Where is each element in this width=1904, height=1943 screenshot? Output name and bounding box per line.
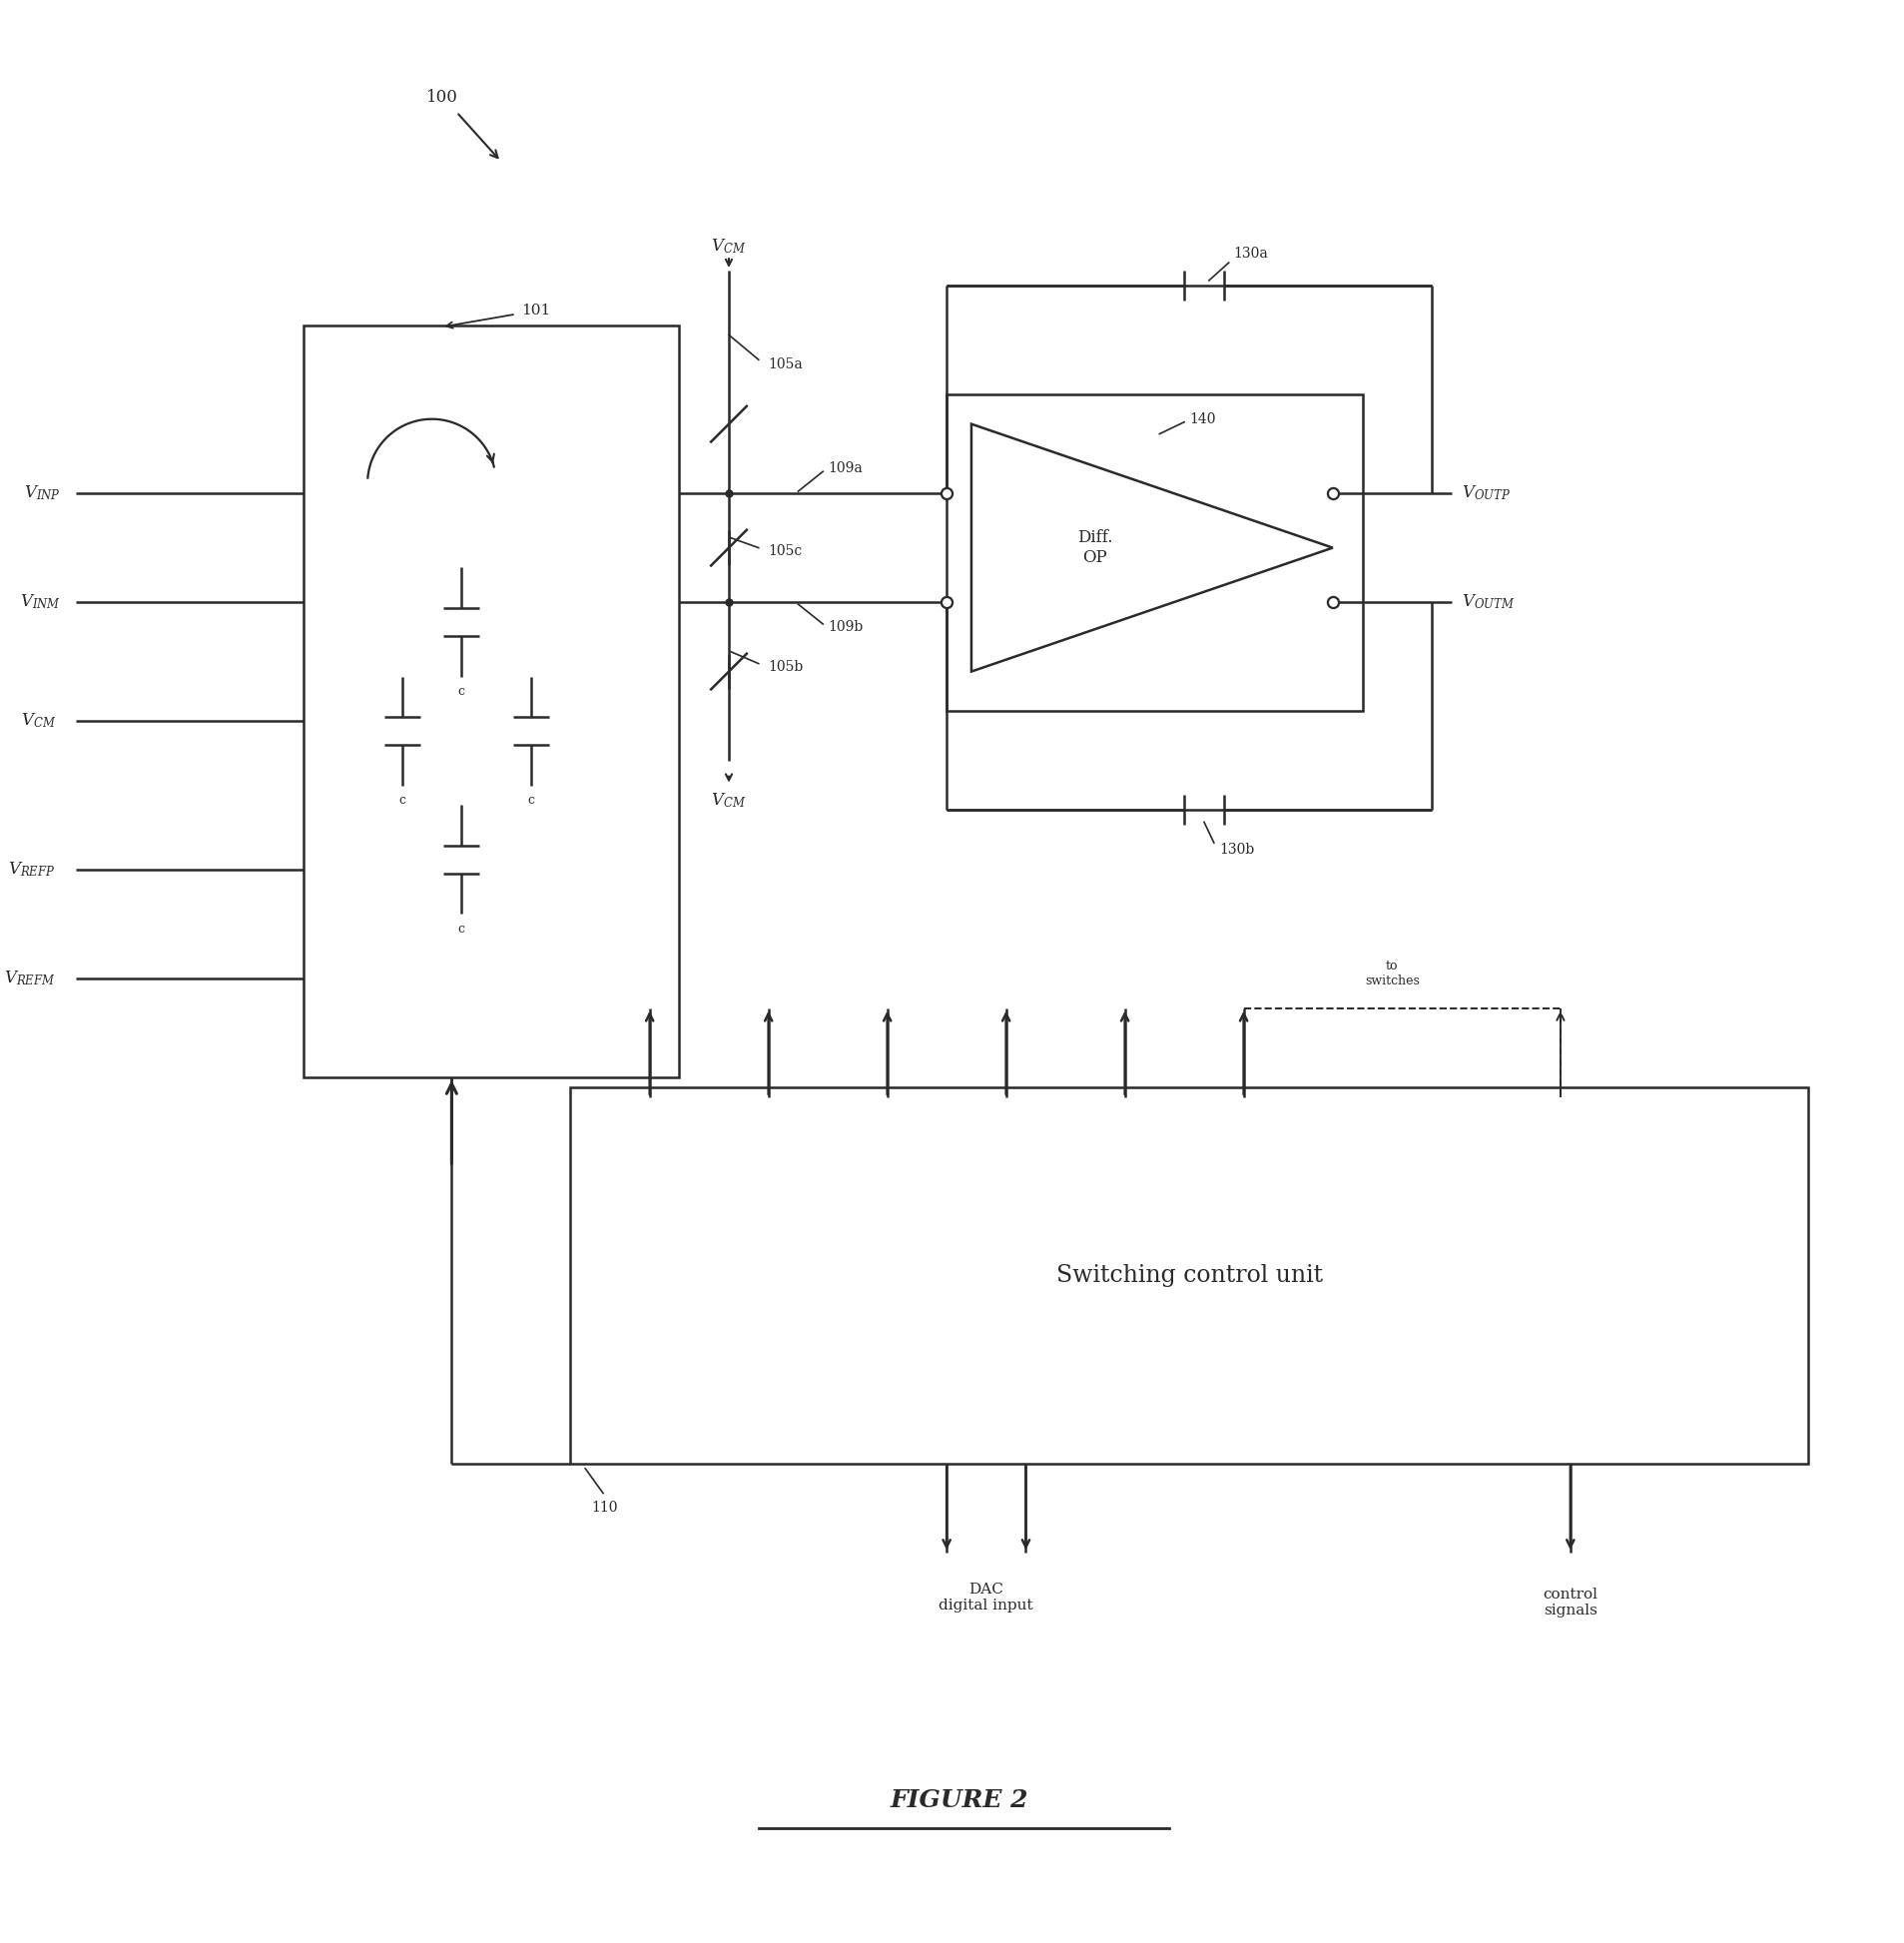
Text: 110: 110 xyxy=(592,1502,619,1516)
Text: Switching control unit: Switching control unit xyxy=(1057,1265,1323,1286)
Text: $\mathregular{V_{REFM}}$: $\mathregular{V_{REFM}}$ xyxy=(4,970,55,987)
Text: control
signals: control signals xyxy=(1542,1587,1597,1617)
Text: $\mathregular{V_{INM}}$: $\mathregular{V_{INM}}$ xyxy=(19,593,61,612)
Text: $\mathregular{V_{REFP}}$: $\mathregular{V_{REFP}}$ xyxy=(8,861,55,878)
Text: 109a: 109a xyxy=(828,462,863,476)
Text: $\mathregular{V_{CM}}$: $\mathregular{V_{CM}}$ xyxy=(712,237,746,255)
Text: c: c xyxy=(527,795,535,806)
Text: 105b: 105b xyxy=(769,659,803,674)
Text: 105a: 105a xyxy=(769,358,803,371)
Text: 105c: 105c xyxy=(769,544,803,558)
Text: 130a: 130a xyxy=(1234,247,1268,260)
Text: $\mathregular{V_{OUTP}}$: $\mathregular{V_{OUTP}}$ xyxy=(1462,484,1510,503)
Text: 100: 100 xyxy=(426,89,457,105)
Text: DAC
digital input: DAC digital input xyxy=(939,1582,1034,1613)
Text: 101: 101 xyxy=(522,303,550,317)
Bar xyxy=(303,324,680,1078)
Text: c: c xyxy=(459,923,465,935)
Bar xyxy=(946,394,1363,711)
Text: FIGURE 2: FIGURE 2 xyxy=(891,1788,1028,1813)
Bar xyxy=(571,1088,1809,1463)
Text: c: c xyxy=(398,795,406,806)
Text: $\mathregular{V_{CM}}$: $\mathregular{V_{CM}}$ xyxy=(712,791,746,810)
Text: 130b: 130b xyxy=(1219,843,1255,857)
Text: 140: 140 xyxy=(1190,412,1215,426)
Text: 109b: 109b xyxy=(828,620,863,633)
Text: $\mathregular{V_{OUTM}}$: $\mathregular{V_{OUTM}}$ xyxy=(1462,593,1516,612)
Text: c: c xyxy=(459,684,465,698)
Text: $\mathregular{V_{CM}}$: $\mathregular{V_{CM}}$ xyxy=(21,711,55,731)
Text: Diff.
OP: Diff. OP xyxy=(1078,530,1112,565)
Text: to
switches: to switches xyxy=(1365,960,1420,987)
Text: $\mathregular{V_{INP}}$: $\mathregular{V_{INP}}$ xyxy=(23,484,61,503)
